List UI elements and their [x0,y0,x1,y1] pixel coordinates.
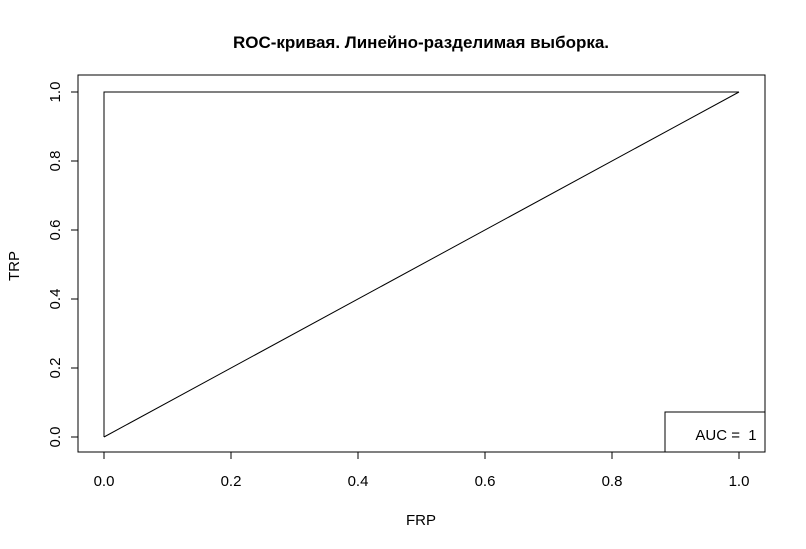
legend-box [664,411,766,453]
y-axis: 0.0 0.2 0.4 0.6 0.8 1.0 [47,82,79,448]
x-tick-label: 1.0 [729,473,750,490]
x-tick-label: 0.8 [602,473,623,490]
x-tick-label: 0.2 [221,473,242,490]
chart-title: ROC-кривая. Линейно-разделимая выборка. [233,33,609,52]
legend-auc-text: AUC = 1 [695,427,756,444]
series-layer [103,91,740,438]
legend: AUC = 1 [664,411,766,453]
y-tick-label: 0.8 [47,151,64,172]
x-tick-label: 0.0 [94,473,115,490]
x-axis-label: FRP [406,512,436,529]
y-tick-label: 0.6 [47,220,64,241]
y-tick-label: 0.4 [47,289,64,310]
y-tick-label: 0.0 [47,427,64,448]
y-axis-label: TRP [6,251,23,281]
series-line-2 [103,91,740,438]
x-tick-label: 0.4 [348,473,369,490]
y-tick-label: 0.2 [47,358,64,379]
x-tick-label: 0.6 [475,473,496,490]
series-line-1 [103,91,739,437]
x-axis: 0.0 0.2 0.4 0.6 0.8 1.0 [94,451,750,490]
y-tick-label: 1.0 [47,82,64,103]
